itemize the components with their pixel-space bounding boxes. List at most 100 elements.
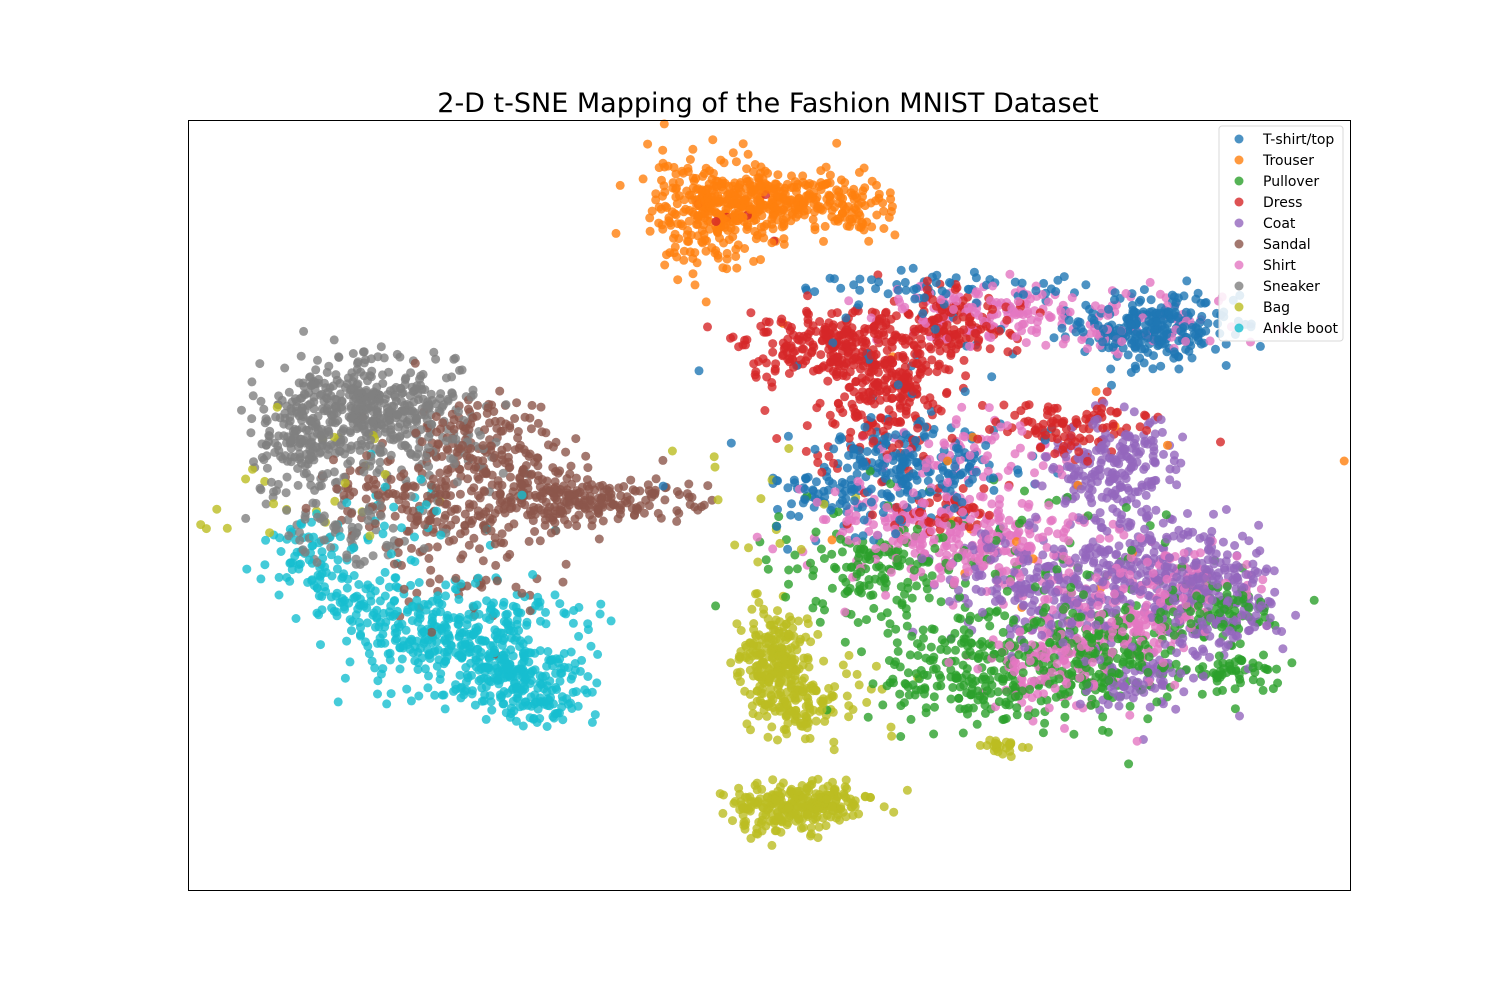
scatter-point (397, 523, 406, 533)
scatter-point (413, 665, 423, 674)
scatter-point (731, 157, 741, 167)
scatter-point (639, 508, 649, 518)
scatter-point (785, 326, 795, 335)
scatter-point (684, 237, 694, 246)
scatter-point (860, 422, 870, 432)
scatter-point (1060, 723, 1069, 733)
scatter-point (993, 687, 1003, 697)
scatter-point (1107, 380, 1116, 390)
scatter-point (844, 650, 854, 660)
scatter-point (1132, 736, 1142, 746)
scatter-point (280, 363, 290, 373)
scatter-point (340, 673, 350, 683)
scatter-point (1019, 319, 1029, 329)
scatter-point (1165, 475, 1175, 485)
scatter-point (529, 502, 539, 512)
scatter-point (701, 297, 711, 307)
scatter-point (1222, 550, 1232, 560)
scatter-point (768, 775, 778, 785)
scatter-point (819, 554, 829, 563)
scatter-point (858, 430, 868, 440)
scatter-point (1236, 655, 1246, 665)
scatter-points (196, 119, 1349, 850)
scatter-point (470, 700, 480, 710)
scatter-point (1230, 704, 1240, 714)
scatter-point (570, 665, 580, 675)
scatter-point (274, 590, 284, 600)
scatter-point (574, 631, 584, 641)
scatter-point (1196, 339, 1206, 349)
scatter-point (1061, 334, 1071, 344)
scatter-point (972, 719, 982, 729)
scatter-point (285, 576, 295, 586)
scatter-point (660, 260, 670, 270)
scatter-point (406, 580, 416, 590)
scatter-point (1143, 714, 1153, 724)
scatter-point (945, 596, 954, 606)
scatter-point (871, 544, 881, 554)
scatter-point (971, 273, 981, 283)
scatter-point (767, 840, 777, 850)
scatter-point (659, 119, 669, 129)
scatter-point (1139, 358, 1149, 368)
scatter-point (1094, 630, 1104, 640)
scatter-point (767, 382, 777, 392)
scatter-point (862, 615, 871, 625)
scatter-point (688, 144, 698, 154)
scatter-point (450, 353, 460, 363)
scatter-point (606, 616, 616, 626)
scatter-point (910, 294, 920, 304)
scatter-point (555, 599, 565, 609)
scatter-point (1232, 617, 1242, 627)
scatter-point (1241, 569, 1251, 579)
scatter-point (361, 482, 371, 492)
scatter-point (571, 473, 581, 483)
scatter-point (330, 496, 340, 506)
scatter-point (441, 580, 451, 590)
scatter-point (441, 591, 451, 601)
scatter-point (1205, 652, 1214, 662)
scatter-point (442, 652, 452, 662)
scatter-point (854, 300, 864, 310)
scatter-point (708, 135, 718, 145)
scatter-point (827, 535, 837, 545)
scatter-point (801, 446, 811, 456)
chart-title: 2-D t-SNE Mapping of the Fashion MNIST D… (437, 88, 1098, 119)
scatter-point (1018, 601, 1028, 611)
scatter-point (740, 244, 750, 253)
scatter-point (768, 339, 778, 349)
scatter-point (840, 637, 850, 647)
scatter-point (816, 544, 826, 554)
scatter-point (844, 433, 854, 443)
scatter-point (842, 669, 851, 679)
scatter-point (525, 606, 535, 616)
scatter-point (912, 581, 921, 591)
scatter-point (963, 598, 973, 608)
scatter-point (728, 148, 738, 158)
scatter-point (1174, 364, 1184, 374)
scatter-point (867, 222, 877, 232)
scatter-point (950, 462, 960, 472)
scatter-point (903, 668, 913, 678)
scatter-point (732, 619, 742, 629)
scatter-point (417, 437, 427, 447)
scatter-point (1119, 530, 1129, 540)
scatter-point (508, 601, 518, 611)
scatter-point (776, 827, 786, 837)
scatter-point (1148, 364, 1158, 374)
scatter-point (1053, 275, 1063, 285)
scatter-point (1010, 596, 1020, 605)
scatter-point (611, 228, 621, 238)
scatter-point (1078, 424, 1088, 434)
scatter-point (958, 728, 968, 738)
scatter-point (342, 583, 352, 593)
scatter-point (397, 654, 407, 664)
scatter-point (773, 504, 782, 514)
scatter-point (1047, 515, 1057, 525)
scatter-point (724, 189, 734, 199)
scatter-point (811, 477, 821, 487)
scatter-point (1119, 402, 1129, 412)
scatter-point (506, 472, 515, 482)
scatter-point (973, 664, 983, 674)
scatter-point (999, 546, 1009, 556)
